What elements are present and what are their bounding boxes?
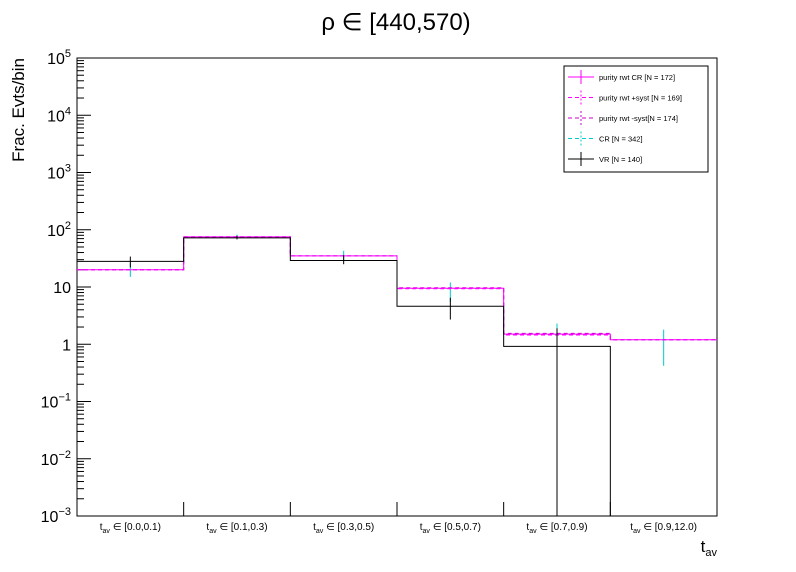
y-tick-label: 10−3 bbox=[41, 506, 71, 526]
legend-entry: CR [N = 342] bbox=[568, 131, 643, 146]
x-tick-label: tav ∈ [0.7,0.9) bbox=[526, 522, 587, 535]
legend-entry: purity rwt -syst[N = 174] bbox=[568, 111, 678, 125]
x-tick-label: tav ∈ [0.9,12.0) bbox=[630, 522, 697, 535]
legend-label: purity rwt -syst[N = 174] bbox=[599, 114, 678, 123]
y-axis: 10−3 10−2 10−1 1 10 102 103 104 105 bbox=[41, 48, 91, 526]
x-tick-label: tav ∈ [0.0,0.1) bbox=[100, 522, 161, 535]
x-axis: tav ∈ [0.0,0.1) tav ∈ [0.1,0.3) tav ∈ [0.3… bbox=[76, 502, 718, 535]
legend-label: VR [N = 140] bbox=[599, 155, 642, 164]
legend-entry: VR [N = 140] bbox=[568, 152, 642, 166]
y-axis-label: Frac. Evts/bin bbox=[9, 58, 28, 162]
y-tick-label: 1 bbox=[62, 337, 71, 354]
series-layer bbox=[77, 234, 717, 516]
chart-title: ρ ∈ [440,570) bbox=[321, 9, 470, 36]
legend-label: purity rwt CR [N = 172] bbox=[599, 73, 675, 82]
y-tick-label: 10−1 bbox=[41, 392, 71, 412]
series-4 bbox=[77, 235, 611, 516]
x-axis-label: tav bbox=[701, 537, 718, 559]
legend: purity rwt CR [N = 172] purity rwt +syst … bbox=[563, 65, 709, 173]
legend-label: purity rwt +syst [N = 169] bbox=[599, 94, 682, 103]
y-tick-label: 105 bbox=[47, 48, 71, 68]
x-tick-label: tav ∈ [0.5,0.7) bbox=[420, 522, 481, 535]
legend-label: CR [N = 342] bbox=[599, 135, 643, 144]
x-tick-label: tav ∈ [0.1,0.3) bbox=[206, 522, 267, 535]
series-step-line bbox=[77, 237, 611, 516]
y-tick-label: 102 bbox=[47, 220, 71, 240]
x-axis-title-text: tav bbox=[701, 537, 718, 559]
legend-box bbox=[563, 65, 709, 173]
y-tick-label: 104 bbox=[47, 105, 71, 125]
legend-entry: purity rwt +syst [N = 169] bbox=[568, 90, 682, 105]
y-tick-label: 103 bbox=[47, 163, 71, 183]
y-tick-label: 10 bbox=[53, 280, 71, 297]
legend-entry: purity rwt CR [N = 172] bbox=[568, 70, 675, 84]
x-tick-label: tav ∈ [0.3,0.5) bbox=[313, 522, 374, 535]
y-tick-label: 10−2 bbox=[41, 449, 71, 469]
